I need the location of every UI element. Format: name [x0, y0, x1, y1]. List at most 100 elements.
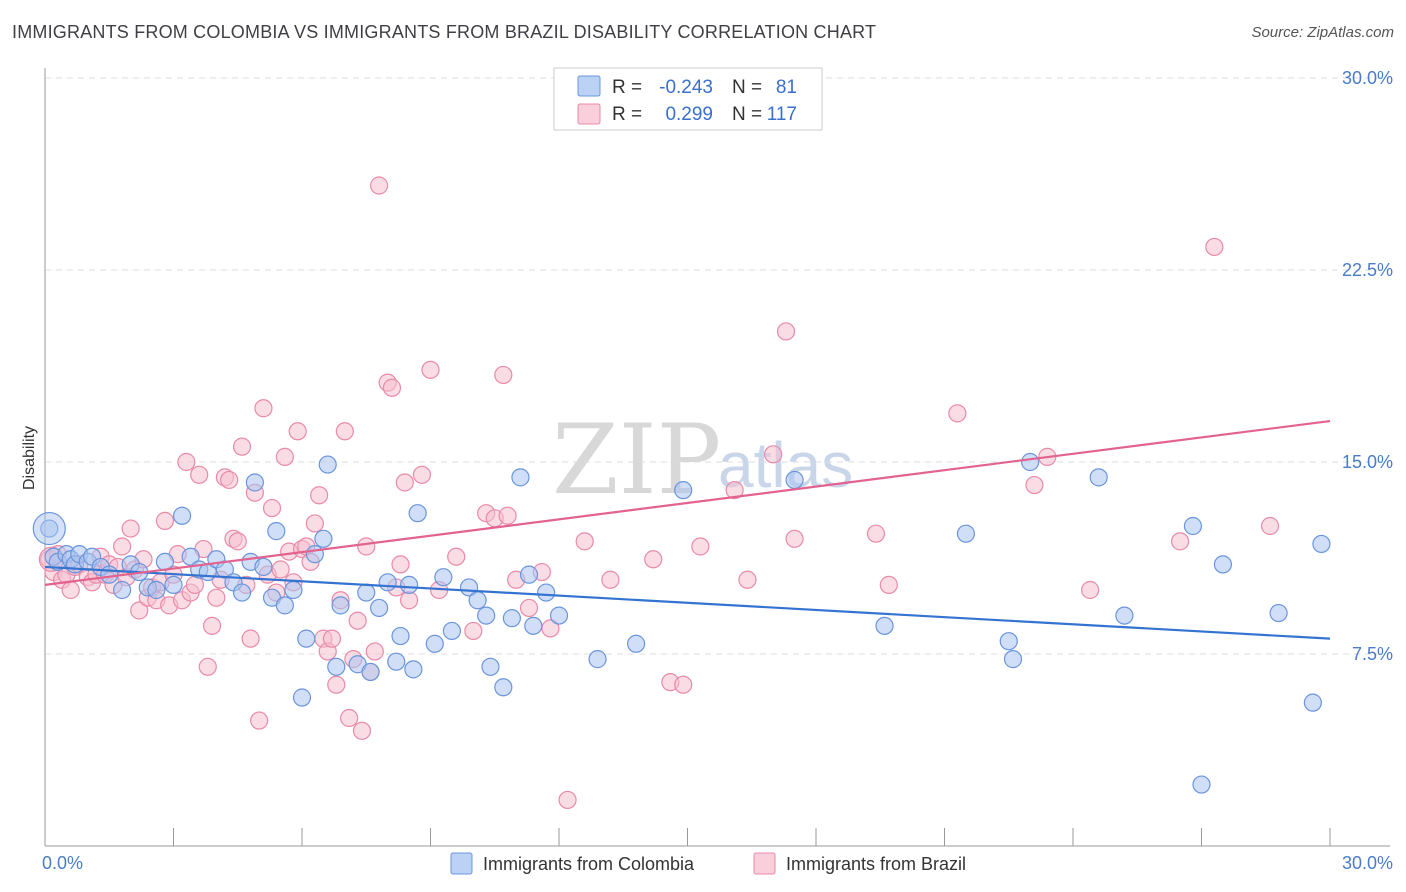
brazil-point	[288, 422, 307, 441]
brazil-point	[254, 399, 273, 418]
brazil-point	[121, 519, 140, 538]
brazil-point	[1260, 516, 1280, 536]
bottom-legend-label-colombia: Immigrants from Colombia	[483, 854, 695, 874]
brazil-point	[352, 721, 372, 740]
brazil-point	[357, 537, 376, 556]
brazil-point	[494, 365, 513, 385]
brazil-point	[177, 452, 196, 472]
brazil-point	[335, 422, 354, 441]
y-tick-label: 22.5%	[1342, 260, 1393, 280]
colombia-point	[674, 481, 693, 500]
colombia-point	[468, 591, 487, 610]
legend-n-label-colombia: N =	[732, 77, 762, 98]
colombia-point	[494, 678, 513, 697]
colombia-point	[481, 657, 500, 676]
colombia-point	[378, 573, 397, 592]
colombia-point	[297, 629, 316, 648]
brazil-point	[395, 473, 414, 492]
brazil-point	[155, 511, 175, 530]
brazil-point	[601, 570, 620, 589]
colombia-point	[391, 626, 410, 646]
legend-r-value-brazil: 0.299	[665, 104, 713, 125]
colombia-point	[357, 583, 376, 602]
brazil-point	[764, 445, 783, 464]
brazil-point	[305, 514, 324, 533]
stats-legend: R = -0.243 N = 81 R = 0.299 N = 117	[553, 67, 823, 131]
legend-r-label-colombia: R =	[612, 77, 642, 98]
brazil-point	[322, 629, 342, 648]
brazil-point	[232, 437, 252, 456]
brazil-point	[250, 711, 269, 730]
brazil-point	[340, 708, 359, 728]
brazil-point	[948, 404, 967, 423]
brazil-point	[1205, 237, 1224, 257]
colombia-point	[275, 596, 294, 615]
colombia-point	[537, 583, 556, 602]
colombia-point	[399, 575, 419, 594]
brazil-trend-line	[44, 419, 1331, 586]
colombia-point	[1003, 650, 1023, 669]
colombia-point	[502, 609, 521, 628]
brazil-point	[1170, 532, 1190, 551]
colombia-point	[112, 580, 132, 600]
colombia-point	[284, 580, 303, 600]
legend-r-value-colombia: -0.243	[659, 77, 713, 98]
brazil-point	[674, 675, 693, 694]
source-label: Source: ZipAtlas.com	[1251, 24, 1394, 41]
brazil-point	[776, 322, 796, 341]
colombia-trend-line	[44, 565, 1331, 640]
brazil-point	[1025, 475, 1044, 495]
brazil-point	[1081, 580, 1100, 600]
legend-r-label-brazil: R =	[612, 104, 642, 125]
brazil-point	[691, 537, 710, 556]
colombia-point	[245, 473, 264, 492]
legend-n-value-colombia: 81	[776, 77, 797, 98]
brazil-point	[391, 555, 410, 574]
colombia-point	[387, 652, 406, 671]
brazil-point	[271, 560, 290, 579]
colombia-point	[519, 565, 539, 584]
brazil-point	[275, 447, 294, 466]
colombia-point	[1312, 534, 1331, 554]
y-tick-labels: 7.5% 15.0% 22.5% 30.0%	[1342, 68, 1393, 664]
colombia-point	[785, 470, 804, 490]
colombia-point	[549, 606, 569, 625]
colombia-point	[370, 598, 389, 618]
brazil-point	[130, 601, 149, 620]
brazil-point	[399, 591, 419, 610]
brazil-point	[725, 481, 744, 500]
brazil-point	[262, 498, 282, 518]
colombia-point	[1183, 516, 1203, 536]
colombia-point	[999, 632, 1018, 651]
brazil-point	[112, 537, 132, 556]
colombia-point	[232, 583, 252, 602]
series-legend: Immigrants from Colombia Immigrants from…	[450, 852, 966, 875]
colombia-point	[1213, 555, 1233, 574]
colombia-point	[1089, 468, 1108, 487]
brazil-point	[228, 532, 247, 551]
brazil-point	[738, 570, 757, 589]
x-tick-label-max: 30.0%	[1342, 853, 1393, 873]
brazil-point	[370, 176, 389, 195]
brazil-point	[198, 657, 217, 676]
colombia-point	[164, 575, 183, 594]
chart-title: IMMIGRANTS FROM COLOMBIA VS IMMIGRANTS F…	[12, 22, 877, 42]
colombia-point	[172, 506, 192, 525]
legend-n-label-brazil: N =	[732, 104, 762, 125]
brazil-point	[575, 532, 594, 551]
colombia-point	[327, 657, 346, 676]
colombia-point	[254, 557, 273, 577]
colombia-point	[1192, 775, 1211, 794]
brazil-point	[310, 486, 329, 505]
colombia-point	[442, 621, 462, 641]
legend-swatch-brazil	[577, 103, 601, 125]
brazil-point	[519, 598, 539, 618]
colombia-point	[1269, 603, 1288, 623]
brazil-point	[785, 529, 804, 548]
brazil-point	[558, 790, 577, 810]
legend-swatch-colombia	[577, 75, 601, 97]
colombia-point	[147, 580, 166, 600]
colombia-point	[331, 596, 350, 615]
y-axis-label: Disability	[21, 426, 38, 490]
